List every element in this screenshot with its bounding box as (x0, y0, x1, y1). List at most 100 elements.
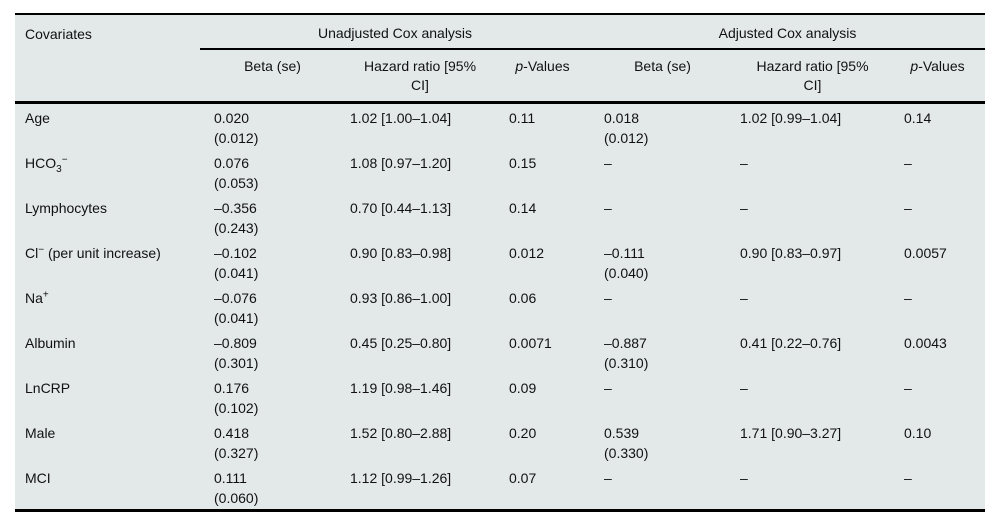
covariate-cell: Cl− (per unit increase) (25, 244, 161, 261)
beta-value: – (604, 470, 612, 486)
adjusted-beta-cell: 0.539 (0.330) (590, 419, 735, 464)
adjusted-hazard-cell: – (740, 380, 748, 396)
adjusted-beta-cell: 0.018 (0.012) (590, 103, 735, 150)
covariate-cell: LnCRP (25, 380, 71, 396)
unadjusted-hazard-header: Hazard ratio [95% CI] (345, 49, 495, 104)
beta-se: (0.040) (604, 265, 649, 281)
cox-analysis-table: Covariates Unadjusted Cox analysis Adjus… (15, 13, 986, 512)
adjusted-pvalue-cell: 0.10 (904, 425, 932, 441)
unadjusted-hazard-cell: 0.70 [0.44–1.13] (350, 200, 452, 216)
beta-value: – (604, 155, 612, 171)
beta-se: (0.327) (214, 445, 259, 461)
beta-se: (0.060) (214, 490, 259, 506)
adjusted-pvalue-cell: – (904, 470, 912, 486)
adjusted-pvalue-cell: – (904, 155, 912, 171)
unadjusted-group-header: Unadjusted Cox analysis (200, 14, 590, 50)
adjusted-beta-cell: –0.887 (0.310) (590, 329, 735, 374)
unadjusted-hazard-cell: 0.93 [0.86–1.00] (350, 290, 452, 306)
unadjusted-pvalue-cell: 0.07 (509, 470, 537, 486)
table-row-mci: MCI 0.111 (0.060) 1.12 [0.99–1.26] 0.07 –… (15, 464, 985, 511)
covariate-cell: MCI (25, 470, 51, 486)
table-header: Covariates Unadjusted Cox analysis Adjus… (15, 14, 986, 104)
adjusted-beta-cell: – (590, 374, 735, 419)
unadjusted-beta-cell: 0.418 (0.327) (200, 419, 345, 464)
adjusted-pvalue-cell: 0.0043 (904, 335, 947, 351)
unadjusted-pvalue-cell: 0.14 (509, 200, 537, 216)
beta-se: (0.041) (214, 265, 259, 281)
adjusted-beta-cell: – (590, 149, 735, 194)
unadjusted-beta-cell: –0.809 (0.301) (200, 329, 345, 374)
beta-value: 0.176 (214, 380, 250, 396)
beta-se: (0.310) (604, 355, 649, 371)
beta-value: – (604, 200, 612, 216)
beta-value: 0.076 (214, 155, 250, 171)
unadjusted-pvalue-cell: 0.0071 (509, 335, 552, 351)
beta-se: (0.012) (214, 130, 259, 146)
adjusted-hazard-cell: 1.02 [0.99–1.04] (740, 110, 842, 126)
adjusted-pvalue-cell: – (904, 200, 912, 216)
unadjusted-pvalue-cell: 0.09 (509, 380, 537, 396)
adjusted-beta-cell: – (590, 464, 735, 511)
beta-value: – (604, 290, 612, 306)
adjusted-hazard-cell: – (740, 470, 748, 486)
unadjusted-hazard-cell: 1.19 [0.98–1.46] (350, 380, 452, 396)
adjusted-beta-cell: –0.111 (0.040) (590, 239, 735, 284)
unadjusted-pvalue-cell: 0.11 (509, 110, 536, 126)
adjusted-hazard-cell: – (740, 200, 748, 216)
p-italic: p (910, 58, 919, 74)
p-rest: -Values (523, 58, 570, 74)
unadjusted-beta-header: Beta (se) (200, 49, 345, 104)
beta-value: 0.418 (214, 425, 250, 441)
table-row-lncrp: LnCRP 0.176 (0.102) 1.19 [0.98–1.46] 0.09… (15, 374, 985, 419)
unadjusted-pvalue-cell: 0.15 (509, 155, 537, 171)
unadjusted-pvalue-cell: 0.012 (509, 245, 545, 261)
unadjusted-hazard-cell: 1.02 [1.00–1.04] (350, 110, 452, 126)
unadjusted-beta-cell: 0.111 (0.060) (200, 464, 345, 511)
unadjusted-beta-cell: –0.076 (0.041) (200, 284, 345, 329)
table-body: Age 0.020 (0.012) 1.02 [1.00–1.04] 0.11 0… (15, 103, 985, 511)
beta-value: –0.102 (214, 245, 257, 261)
beta-value: 0.539 (604, 425, 640, 441)
p-italic: p (515, 58, 524, 74)
unadjusted-beta-cell: –0.356 (0.243) (200, 194, 345, 239)
beta-se: (0.041) (214, 310, 259, 326)
table-row-male: Male 0.418 (0.327) 1.52 [0.80–2.88] 0.20 … (15, 419, 985, 464)
adjusted-beta-cell: – (590, 194, 735, 239)
adjusted-group-header: Adjusted Cox analysis (590, 14, 986, 50)
adjusted-beta-cell: – (590, 284, 735, 329)
unadjusted-beta-cell: 0.076 (0.053) (200, 149, 345, 194)
adjusted-beta-header: Beta (se) (590, 49, 735, 104)
covariates-column-header: Covariates (15, 14, 200, 104)
covariate-cell: HCO3− (25, 154, 68, 175)
table-row-cl: Cl− (per unit increase) –0.102 (0.041) 0.… (15, 239, 985, 284)
table-row-hco3: HCO3− 0.076 (0.053) 1.08 [0.97–1.20] 0.15… (15, 149, 985, 194)
adjusted-pvalue-cell: – (904, 380, 912, 396)
beta-value: –0.111 (604, 245, 645, 261)
covariate-cell: Age (25, 110, 50, 126)
adjusted-hazard-header: Hazard ratio [95% CI] (735, 49, 890, 104)
adjusted-hazard-cell: 1.71 [0.90–3.27] (740, 425, 842, 441)
beta-value: –0.809 (214, 335, 257, 351)
beta-value: –0.887 (604, 335, 647, 351)
beta-se: (0.053) (214, 175, 259, 191)
unadjusted-hazard-cell: 0.90 [0.83–0.98] (350, 245, 452, 261)
table-row-na: Na+ –0.076 (0.041) 0.93 [0.86–1.00] 0.06 … (15, 284, 985, 329)
adjusted-hazard-cell: 0.41 [0.22–0.76] (740, 335, 842, 351)
adjusted-pvalue-cell: 0.0057 (904, 245, 947, 261)
unadjusted-pvalue-cell: 0.06 (509, 290, 537, 306)
unadjusted-hazard-cell: 1.12 [0.99–1.26] (350, 470, 452, 486)
adjusted-hazard-cell: 0.90 [0.83–0.97] (740, 245, 842, 261)
unadjusted-beta-cell: –0.102 (0.041) (200, 239, 345, 284)
beta-value: 0.111 (214, 470, 247, 486)
beta-se: (0.301) (214, 355, 259, 371)
unadjusted-hazard-cell: 1.08 [0.97–1.20] (350, 155, 452, 171)
unadjusted-beta-cell: 0.020 (0.012) (200, 103, 345, 150)
adjusted-pvalue-cell: 0.14 (904, 110, 932, 126)
unadjusted-hazard-cell: 0.45 [0.25–0.80] (350, 335, 452, 351)
beta-value: –0.076 (214, 290, 257, 306)
adjusted-hazard-cell: – (740, 155, 748, 171)
unadjusted-hazard-cell: 1.52 [0.80–2.88] (350, 425, 452, 441)
beta-value: 0.018 (604, 110, 640, 126)
covariate-cell: Lymphocytes (25, 200, 107, 216)
table-row-albumin: Albumin –0.809 (0.301) 0.45 [0.25–0.80] 0… (15, 329, 985, 374)
